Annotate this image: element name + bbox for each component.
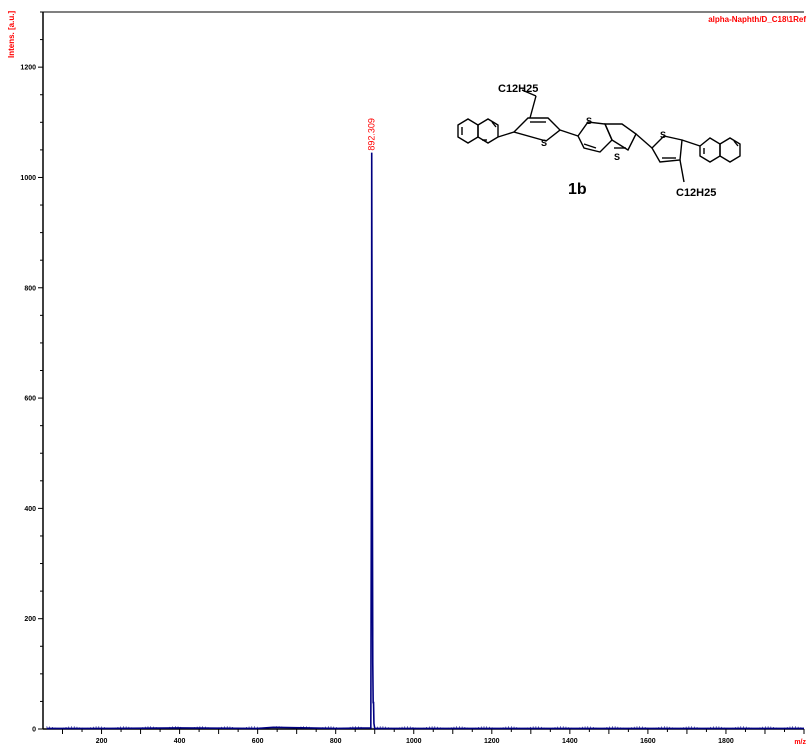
molecular-structure xyxy=(458,90,740,182)
x-tick-labels: 200 400 600 800 1000 1200 1400 1600 1800 xyxy=(96,738,734,745)
sulfur-label-3: S xyxy=(614,152,620,162)
sulfur-label-4: S xyxy=(660,130,666,140)
y-tick-label: 1200 xyxy=(20,65,36,72)
x-tick-label: 400 xyxy=(174,738,186,745)
y-tick-label: 200 xyxy=(24,616,36,623)
chart-title: alpha-Naphth/D_C18\1Ref xyxy=(708,15,806,24)
y-tick-label: 0 xyxy=(32,727,36,734)
x-axis-label: m/z xyxy=(794,739,806,746)
x-tick-label: 1400 xyxy=(562,738,578,745)
x-tick-label: 600 xyxy=(252,738,264,745)
x-tick-label: 200 xyxy=(96,738,108,745)
x-tick-label: 1600 xyxy=(640,738,656,745)
y-tick-label: 800 xyxy=(24,285,36,292)
y-tick-label: 600 xyxy=(24,396,36,403)
x-tick-label: 1000 xyxy=(406,738,422,745)
x-tick-label: 1800 xyxy=(718,738,734,745)
sulfur-label-2: S xyxy=(586,116,592,126)
y-tick-label: 1000 xyxy=(20,175,36,182)
y-tick-label: 400 xyxy=(24,506,36,513)
x-tick-label: 1200 xyxy=(484,738,500,745)
peak-label: 892.309 xyxy=(367,118,377,151)
axis-ticks xyxy=(38,12,804,734)
spectrum-series xyxy=(47,153,804,729)
compound-label: 1b xyxy=(568,181,587,198)
y-tick-labels: 0 200 400 600 800 1000 1200 xyxy=(20,65,36,734)
y-axis-label: Intens. [a.u.] xyxy=(7,11,16,58)
x-tick-label: 800 xyxy=(330,738,342,745)
sulfur-label-1: S xyxy=(541,138,547,148)
chain-label-bottom: C12H25 xyxy=(676,187,716,199)
chain-label-top: C12H25 xyxy=(498,83,538,95)
